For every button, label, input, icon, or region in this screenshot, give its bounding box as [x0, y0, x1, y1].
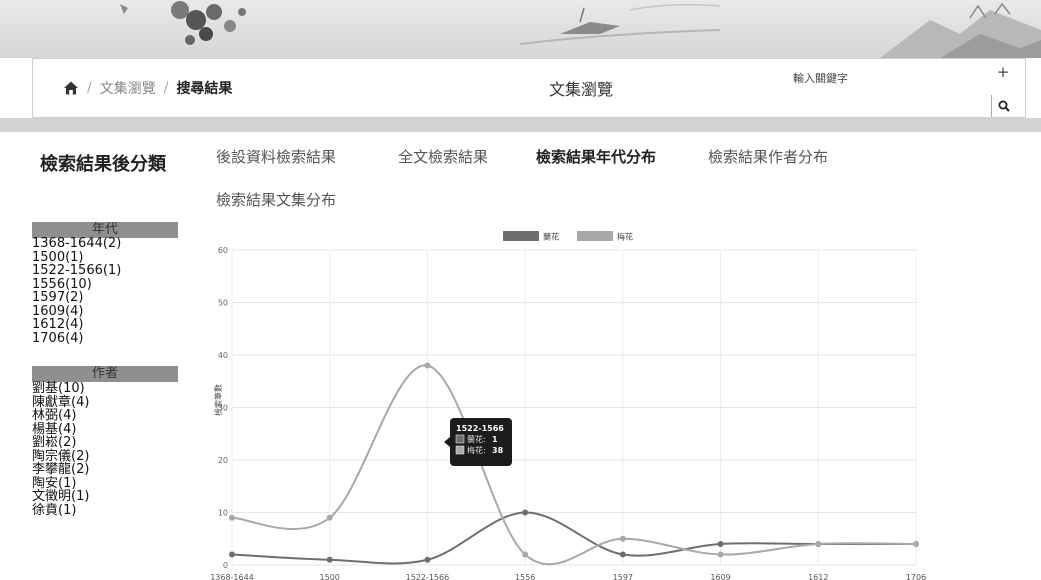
series-point-1: [229, 551, 235, 558]
series-point-1: [522, 509, 529, 516]
legend-label-2: 梅花: [617, 232, 633, 242]
series-point-2: [522, 551, 529, 558]
header-bar: / 文集瀏覽 / 搜尋結果 文集瀏覽 +: [32, 58, 1026, 118]
search-input[interactable]: [793, 67, 973, 89]
facet-item[interactable]: 1597(2): [32, 290, 84, 305]
legend-label-1: 蘭花: [543, 232, 559, 242]
series-point-2: [717, 551, 724, 558]
x-tick-label: 1500: [320, 573, 340, 580]
main-panel: 檢索結果後分類 年代 1368-1644(2) 1500(1) 1522-1566(…: [16, 132, 1026, 580]
x-tick-label: 1597: [613, 573, 633, 580]
facet-item[interactable]: 1556(10): [32, 276, 92, 292]
series-line-2: [231, 364, 917, 566]
series-point-1: [717, 541, 724, 547]
add-button[interactable]: +: [996, 63, 1010, 81]
home-icon[interactable]: [63, 80, 79, 96]
facet-list-author: 劉基(10) 陳獻章(4) 林弼(4) 楊基(4) 劉崧(2) 陶宗儀(2) 李攀龍(2) 陶…: [32, 382, 192, 517]
tooltip-value: 1: [492, 435, 498, 444]
tooltip-value: 38: [492, 446, 504, 455]
facet-item[interactable]: 陶宗儀(2): [32, 448, 90, 464]
facet-header-author: 作者: [32, 366, 178, 382]
landscape-art: [880, 2, 1041, 58]
tooltip-series-label: 梅花:: [467, 445, 486, 455]
page-title: 文集瀏覽: [549, 80, 614, 99]
tooltip-swatch: [455, 434, 465, 444]
tooltip-arrow: [444, 437, 450, 447]
search-button[interactable]: [991, 95, 1015, 117]
facet-header-period: 年代: [32, 222, 178, 238]
series-point-1: [619, 551, 626, 558]
series-point-2: [815, 541, 822, 547]
facet-item[interactable]: 1522-1566(1): [32, 263, 122, 278]
series-point-2: [326, 514, 333, 521]
y-tick-label: 60: [218, 246, 228, 255]
facet-item[interactable]: 劉基(10): [32, 381, 85, 396]
facet-item[interactable]: 1368-1644(2): [32, 236, 122, 251]
sidebar-title: 檢索結果後分類: [40, 154, 166, 175]
tab-metadata-results[interactable]: 後設資料檢索結果: [216, 148, 337, 166]
legend-swatch-2: [577, 231, 613, 241]
boat-art: [520, 3, 720, 45]
facet-list-period: 1368-1644(2) 1500(1) 1522-1566(1) 1556(10) 1…: [32, 237, 192, 345]
tooltip-swatch: [455, 445, 465, 455]
flower-art: [120, 1, 246, 45]
series-point-2: [229, 514, 235, 521]
series-line-1: [231, 511, 916, 565]
tooltip-box: [450, 418, 512, 466]
tooltip-title: 1522-1566: [456, 424, 504, 433]
facet-item[interactable]: 1706(4): [32, 330, 84, 346]
facet-item[interactable]: 徐賁(1): [32, 502, 77, 518]
series-point-2: [619, 535, 626, 542]
y-tick-label: 50: [218, 299, 228, 308]
search-icon: [998, 100, 1010, 112]
y-tick-label: 0: [223, 561, 228, 570]
facet-item[interactable]: 劉崧(2): [32, 435, 77, 450]
facet-item[interactable]: 文徵明(1): [32, 489, 90, 504]
x-tick-label: 1609: [710, 573, 730, 580]
series-point-1: [424, 556, 431, 563]
x-tick-label: 1368-1644: [210, 573, 254, 580]
facet-item[interactable]: 林弼(4): [32, 408, 77, 423]
facet-item[interactable]: 陶安(1): [32, 475, 77, 491]
x-tick-label: 1612: [808, 573, 828, 580]
breadcrumb-item-current: 搜尋結果: [176, 81, 233, 97]
facet-item[interactable]: 1609(4): [32, 303, 84, 319]
y-tick-label: 20: [218, 456, 228, 465]
x-tick-label: 1706: [906, 573, 926, 580]
y-tick-label: 30: [218, 404, 228, 413]
series-point-2: [913, 541, 919, 547]
tab-fulltext-results[interactable]: 全文檢索結果: [398, 148, 489, 166]
banner-image: [0, 0, 1041, 58]
facet-item[interactable]: 陳獻章(4): [32, 394, 90, 410]
breadcrumb-item-browse[interactable]: 文集瀏覽: [99, 81, 156, 97]
tab-author-distribution[interactable]: 檢索結果作者分布: [708, 148, 829, 166]
y-tick-label: 10: [218, 509, 228, 518]
series-point-1: [326, 556, 333, 563]
tab-collection-distribution[interactable]: 檢索結果文集分布: [216, 191, 337, 209]
facet-item[interactable]: 1612(4): [32, 317, 84, 332]
divider-band: [0, 118, 1041, 132]
breadcrumb-separator: /: [163, 80, 169, 96]
facet-item[interactable]: 李攀龍(2): [32, 462, 90, 477]
x-tick-label: 1522-1566: [406, 573, 450, 580]
facet-item[interactable]: 1500(1): [32, 249, 84, 265]
x-tick-label: 1556: [515, 573, 535, 580]
line-chart: 0 10 20 30 40 50 60 1368-1644 1500 1522-1566 1556 1…: [210, 231, 926, 580]
y-tick-label: 40: [218, 351, 228, 360]
tab-period-distribution[interactable]: 檢索結果年代分布: [536, 148, 657, 166]
legend-swatch-1: [503, 231, 539, 241]
facet-item[interactable]: 楊基(4): [32, 421, 77, 437]
series-point-2: [424, 362, 431, 369]
breadcrumb-separator: /: [87, 80, 92, 96]
breadcrumb: / 文集瀏覽 / 搜尋結果: [63, 77, 232, 99]
y-axis-label: 檢索筆數: [213, 384, 223, 416]
tooltip-series-label: 蘭花:: [467, 434, 486, 444]
